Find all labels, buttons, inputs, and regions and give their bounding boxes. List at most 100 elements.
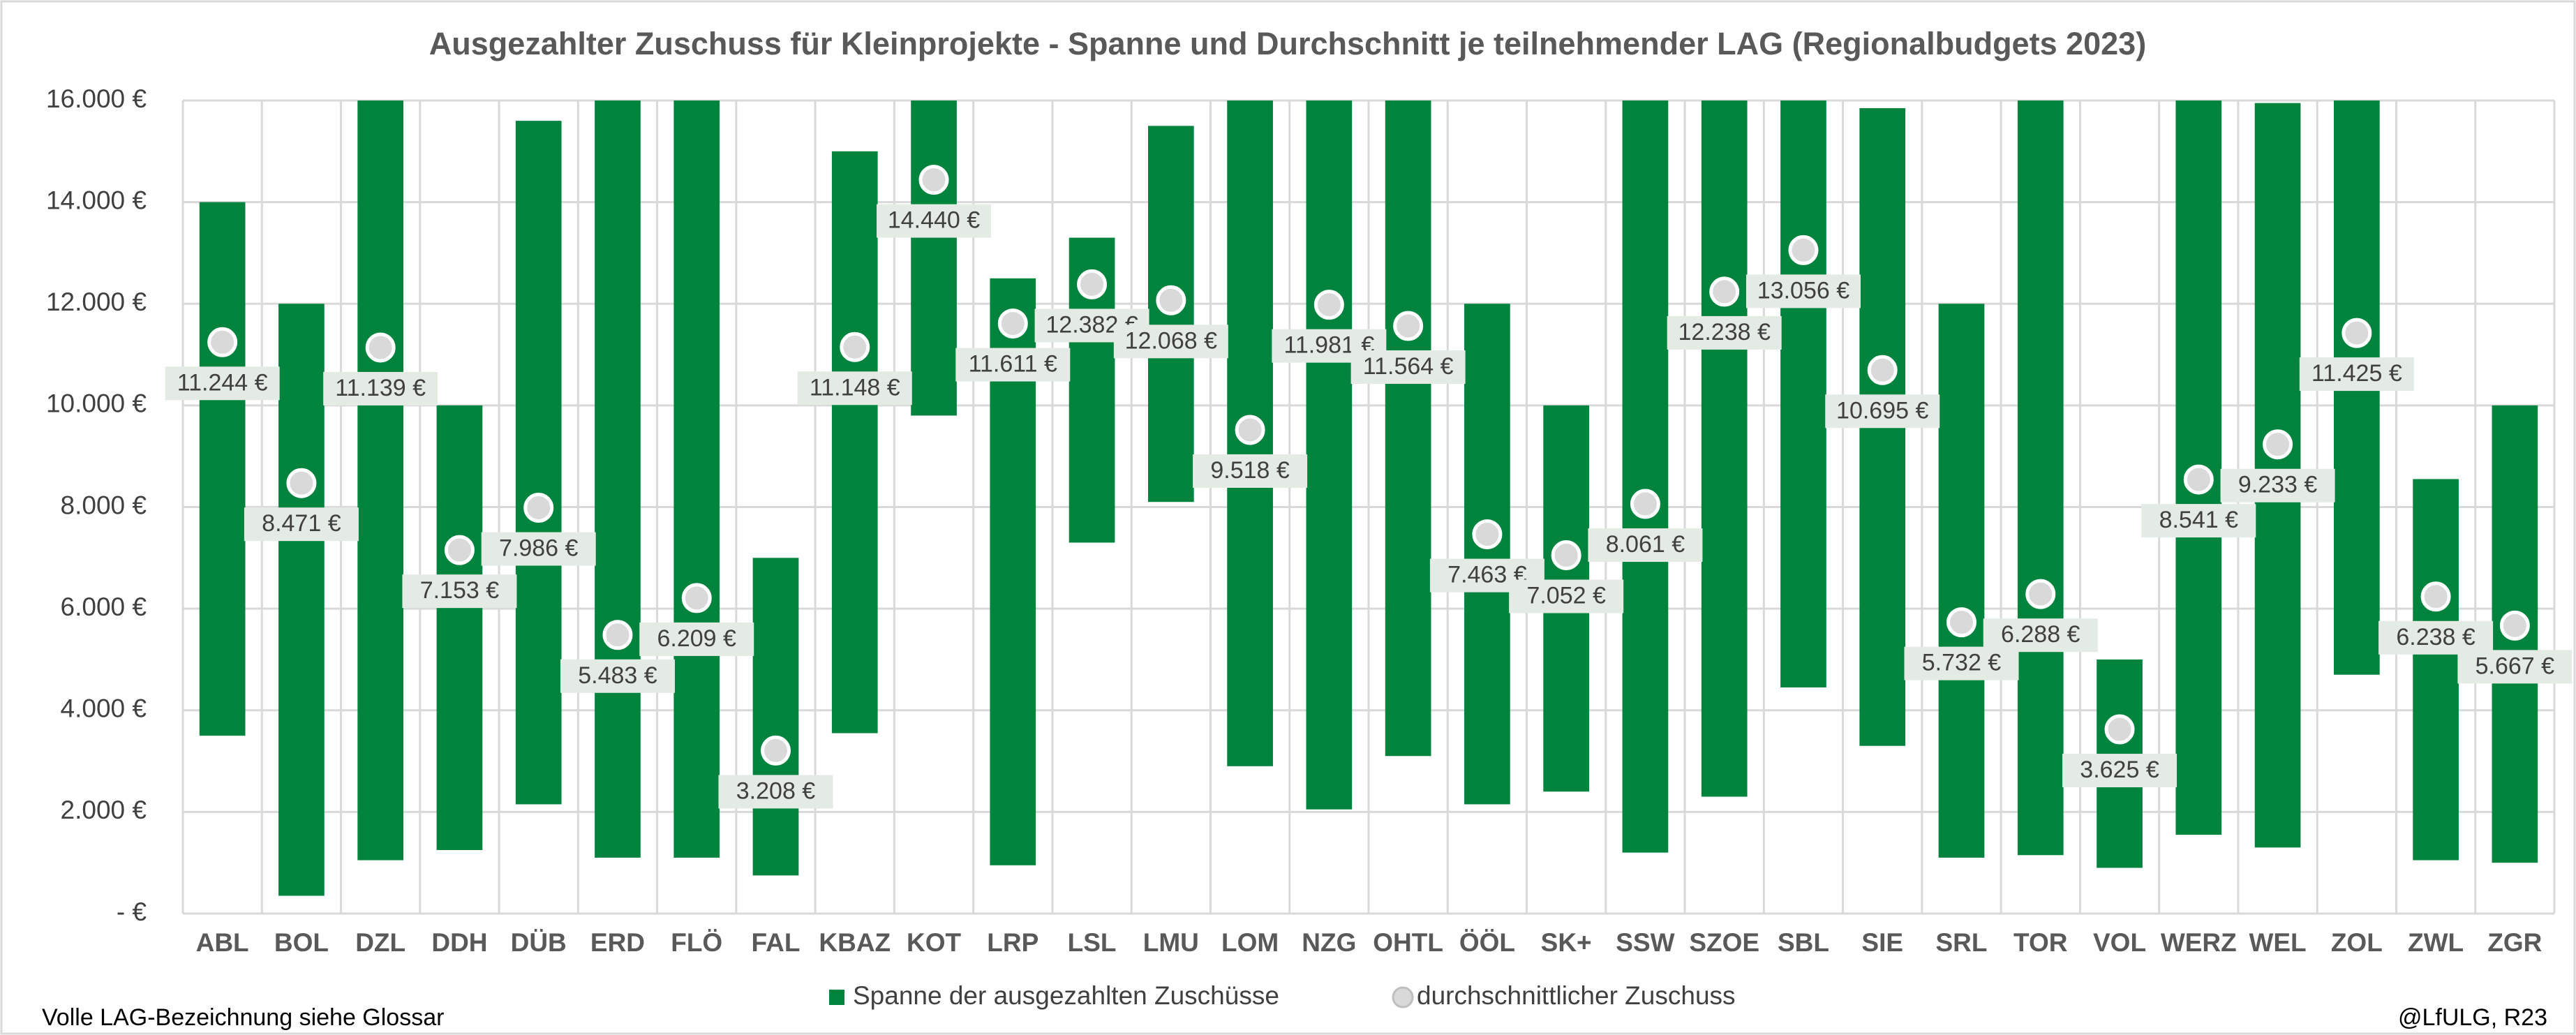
average-dot: [681, 583, 712, 613]
average-dot: [2263, 429, 2293, 460]
y-tick-label: 6.000 €: [61, 593, 147, 621]
x-tick-label: KOT: [907, 928, 962, 957]
range-bar: [1306, 100, 1353, 810]
value-label: 5.483 €: [578, 662, 657, 689]
y-tick-label: 4.000 €: [61, 694, 147, 723]
value-label-group: 5.667 €: [2457, 650, 2573, 684]
value-label: 11.611 €: [969, 351, 1057, 378]
value-label-box: [2141, 504, 2256, 538]
x-tick-label: SK+: [1541, 928, 1592, 957]
value-label-box: [244, 507, 359, 542]
value-label-group: 11.611 €: [955, 348, 1071, 382]
x-tick-label: SIE: [1861, 928, 1903, 957]
range-bar: [357, 100, 404, 861]
value-label-group: 14.440 €: [877, 204, 992, 238]
value-label-box: [1745, 274, 1861, 308]
x-tick-label: TOR: [2013, 928, 2067, 957]
value-label-group: 8.471 €: [244, 507, 359, 542]
x-tick-label: ZOL: [2331, 928, 2383, 957]
chart-title: Ausgezahlter Zuschuss für Kleinprojekte …: [429, 26, 2146, 61]
range-bar: [831, 151, 878, 734]
value-label: 13.056 €: [1757, 277, 1849, 304]
value-label: 14.440 €: [888, 207, 980, 234]
value-label-group: 13.056 €: [1745, 274, 1861, 308]
x-tick-label: BOL: [274, 928, 329, 957]
average-dot: [1551, 540, 1581, 571]
x-tick-label: LRP: [987, 928, 1038, 957]
value-label-group: 8.541 €: [2141, 504, 2256, 538]
average-dot: [286, 468, 317, 498]
x-tick-label: DDH: [431, 928, 487, 957]
x-tick-label: KBAZ: [819, 928, 891, 957]
average-dot: [2025, 579, 2056, 609]
x-tick-label: DZL: [355, 928, 405, 957]
value-label: 7.153 €: [420, 577, 500, 604]
x-tick-label: DÜB: [511, 928, 567, 957]
average-dot: [444, 535, 475, 565]
average-dot: [997, 308, 1028, 339]
average-dot: [207, 327, 238, 357]
value-label-box: [2457, 650, 2573, 684]
value-label-group: 10.695 €: [1825, 394, 1940, 429]
value-label-box: [1588, 528, 1703, 563]
legend-swatch: [1392, 986, 1414, 1008]
value-label-group: 11.981 €: [1272, 329, 1387, 363]
average-dot: [918, 165, 949, 195]
value-label-group: 3.208 €: [718, 775, 833, 809]
value-label-group: 11.139 €: [323, 371, 438, 405]
value-label-box: [1667, 315, 1782, 350]
value-label: 11.139 €: [335, 375, 426, 401]
value-label-group: 9.518 €: [1193, 454, 1308, 488]
average-dot: [602, 620, 633, 650]
value-label-group: 6.288 €: [1983, 618, 2098, 653]
value-label-box: [797, 371, 912, 405]
value-label-box: [481, 532, 596, 566]
x-tick-label: LMU: [1143, 928, 1199, 957]
value-label-group: 11.564 €: [1350, 350, 1466, 384]
value-label: 5.732 €: [1922, 650, 2002, 676]
value-label: 11.564 €: [1363, 353, 1454, 380]
value-label-box: [877, 204, 992, 238]
value-label: 10.695 €: [1836, 397, 1928, 424]
value-label-group: 5.732 €: [1904, 646, 2019, 680]
average-dot: [1313, 290, 1344, 320]
y-tick-label: 14.000 €: [46, 186, 147, 214]
value-label-group: 11.148 €: [797, 371, 912, 405]
value-label-box: [2220, 468, 2335, 502]
range-bar: [199, 202, 246, 736]
x-tick-label: FAL: [752, 928, 801, 957]
value-label-box: [402, 574, 517, 609]
value-label: 12.068 €: [1125, 327, 1217, 354]
value-label: 6.209 €: [657, 625, 737, 652]
average-dot: [523, 493, 554, 523]
average-dot: [1077, 269, 1108, 299]
average-dot: [761, 735, 791, 766]
x-tick-label: NZG: [1302, 928, 1356, 957]
x-tick-label: FLÖ: [671, 928, 722, 957]
y-tick-label: 2.000 €: [61, 796, 147, 824]
source: @LfULG, R23: [2398, 1004, 2547, 1031]
average-dot: [1235, 415, 1265, 445]
range-bar: [1385, 100, 1431, 757]
value-label-box: [1904, 646, 2019, 680]
value-label-box: [1509, 579, 1624, 613]
x-tick-label: OHTL: [1373, 928, 1443, 957]
value-label-group: 11.425 €: [2299, 357, 2414, 392]
value-label-group: 12.068 €: [1113, 325, 1228, 359]
value-label-box: [165, 366, 280, 401]
legend-swatch: [829, 990, 844, 1005]
average-dot: [1709, 276, 1740, 307]
range-bar: [436, 405, 483, 850]
value-label-box: [2378, 620, 2494, 655]
average-dot: [1788, 234, 1819, 265]
y-tick-label: - €: [117, 898, 147, 926]
range-bar: [2017, 100, 2064, 856]
x-tick-label: SRL: [1936, 928, 1988, 957]
value-label-box: [718, 775, 833, 809]
value-label: 6.288 €: [2001, 621, 2080, 648]
average-dot: [1630, 489, 1660, 519]
range-bar: [2413, 479, 2459, 861]
range-bar: [278, 304, 325, 896]
average-dot: [2183, 464, 2214, 495]
value-label: 8.541 €: [2159, 507, 2239, 533]
